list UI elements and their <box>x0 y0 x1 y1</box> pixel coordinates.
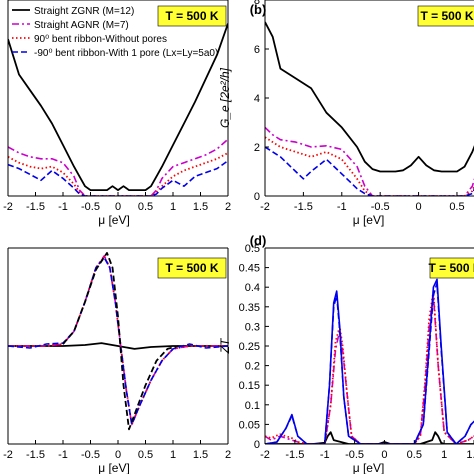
x-tick-label: -2 <box>3 449 13 461</box>
legend: Straight ZGNR (M=12) Straight AGNR (M=7) 9… <box>12 6 218 59</box>
x-tick-label: 1 <box>170 449 176 461</box>
y-tick-label: 0.15 <box>239 380 260 392</box>
x-tick-label: -1 <box>337 201 347 213</box>
x-tick-label: 0 <box>115 201 121 213</box>
x-tick-label: -1.5 <box>26 449 45 461</box>
x-tick-label: 0 <box>115 449 121 461</box>
annotation-text: T = 500 K <box>165 9 218 23</box>
temperature-annotation: T = 500 K <box>157 5 227 27</box>
y-tick-label: 0.5 <box>245 243 260 255</box>
series-line-1 <box>8 342 228 350</box>
x-tick-label: 1 <box>441 449 447 461</box>
x-tick-label: -0.5 <box>81 449 100 461</box>
x-tick-label: -0.5 <box>345 449 364 461</box>
series-group <box>265 21 474 196</box>
x-tick-label: -1 <box>58 201 68 213</box>
y-tick-label: 2 <box>254 142 260 154</box>
temperature-annotation: T = 500 K <box>417 5 474 27</box>
y-tick-label: 0.05 <box>239 419 260 431</box>
series-line-4 <box>8 160 228 196</box>
annotation-box <box>157 257 227 279</box>
series-line-1 <box>265 21 474 173</box>
annotation-box <box>417 5 474 27</box>
annotation-box <box>429 257 474 279</box>
series-group <box>8 251 228 431</box>
annotation-text: T = 500 K <box>420 9 473 23</box>
y-tick-label: 0.25 <box>239 341 260 353</box>
y-tick-label: 0.2 <box>245 361 260 373</box>
series-line-1 <box>8 23 228 192</box>
x-tick-label: 0.5 <box>138 201 153 213</box>
x-tick-label: 1.5 <box>193 201 208 213</box>
series-line-5 <box>265 282 474 444</box>
x-tick-label: -0.5 <box>371 201 390 213</box>
series-line-2 <box>265 126 474 196</box>
annotation-text: T = 500 K <box>428 261 474 275</box>
temperature-annotation: T = 500 K <box>428 257 474 279</box>
x-tick-label: -1.5 <box>285 449 304 461</box>
y-tick-label: 0 <box>254 191 260 203</box>
series-line-3 <box>8 255 228 426</box>
temperature-annotation: T = 500 K <box>157 257 227 279</box>
panel-c: -2 -1.5 -1 -0.5 0 0.5 1 1.5 2 μ [eV] T = 500 K <box>3 247 231 474</box>
x-tick-label: 0 <box>381 449 387 461</box>
panel-d: -2 -1.5 -1 -0.5 0 0.5 1 1.5 0 0.05 0.1 0.15 0.2 0.25 0… <box>218 233 474 474</box>
x-tick-label: -1 <box>58 449 68 461</box>
x-tick-label: 0.5 <box>449 201 464 213</box>
x-axis-label: μ [eV] <box>98 213 130 227</box>
legend-entry-2: Straight AGNR (M=7) <box>34 20 129 31</box>
x-tick-label: -2 <box>260 449 270 461</box>
x-tick-label: -0.5 <box>81 201 100 213</box>
x-tick-label: 0.5 <box>138 449 153 461</box>
y-tick-label: 0.4 <box>245 282 260 294</box>
x-axis-label: μ [eV] <box>353 213 385 227</box>
annotation-box <box>157 5 227 27</box>
y-tick-label: 6 <box>254 44 260 56</box>
y-tick-label: 8 <box>254 0 260 7</box>
series-line-4 <box>265 146 474 196</box>
x-tick-label: -2 <box>260 201 270 213</box>
x-tick-label: -1 <box>320 449 330 461</box>
panel-label: (b) <box>250 2 267 17</box>
series-line-2 <box>8 138 228 196</box>
panel-label: (d) <box>250 233 267 248</box>
panel-a: -2 -1.5 -1 -0.5 0 0.5 1 1.5 2μ [eV]T = 500 KStra… <box>3 0 231 227</box>
series-line-4 <box>8 256 228 426</box>
x-tick-label: -2 <box>3 201 13 213</box>
panel-b: -2 -1.5 -1 -0.5 0 0.5 0 2 4 6 8 μ [eV] G_e [2e²/h] (b… <box>218 0 474 227</box>
x-tick-label: 0.5 <box>407 449 422 461</box>
x-tick-label: 2 <box>225 201 231 213</box>
x-tick-label: 1 <box>170 201 176 213</box>
legend-entry-4: -90⁰ bent ribbon-With 1 pore (Lx=Ly=5a0) <box>34 48 218 59</box>
y-axis-label: ZT <box>218 337 232 354</box>
x-tick-label: -1.5 <box>294 201 313 213</box>
y-tick-label: 4 <box>254 93 260 105</box>
legend-entry-3: 90⁰ bent ribbon-Without pores <box>34 34 167 45</box>
legend-entry-1: Straight ZGNR (M=12) <box>34 6 134 17</box>
series-group <box>8 23 228 196</box>
y-tick-label: 0.1 <box>245 400 260 412</box>
x-tick-label: 2 <box>225 449 231 461</box>
x-tick-label: -1.5 <box>26 201 45 213</box>
series-group <box>265 278 474 444</box>
y-tick-label: 0.35 <box>239 302 260 314</box>
y-tick-label: 0.3 <box>245 321 260 333</box>
series-line-5 <box>62 251 179 431</box>
y-axis-label: G_e [2e²/h] <box>218 67 232 128</box>
y-tick-label: 0 <box>254 439 260 451</box>
x-axis-label: μ [eV] <box>98 461 130 474</box>
annotation-text: T = 500 K <box>165 261 218 275</box>
x-tick-label: 1.5 <box>193 449 208 461</box>
y-tick-label: 0.45 <box>239 263 260 275</box>
x-tick-label: 0 <box>416 201 422 213</box>
x-axis-label: μ [eV] <box>353 461 385 474</box>
series-line-3 <box>265 136 474 196</box>
series-line-3 <box>265 290 474 444</box>
series-line-2 <box>8 255 228 426</box>
x-tick-label: 1.5 <box>466 449 474 461</box>
